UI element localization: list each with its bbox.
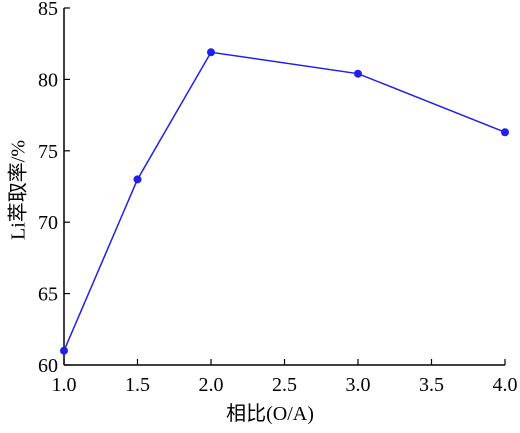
y-tick-label: 80 <box>38 69 58 91</box>
y-tick-label: 75 <box>38 141 58 163</box>
x-tick-label: 1.5 <box>125 374 150 396</box>
point <box>207 48 215 57</box>
y-tick-label: 60 <box>38 355 58 377</box>
x-tick-label: 3.0 <box>346 374 371 396</box>
x-tick-label: 2.5 <box>272 374 297 396</box>
point <box>60 346 68 355</box>
x-tick-label: 4.0 <box>493 374 518 396</box>
x-tick-label: 1.0 <box>52 374 77 396</box>
point <box>354 69 362 78</box>
x-tick-label: 3.5 <box>419 374 444 396</box>
y-tick-label: 65 <box>38 284 58 306</box>
y-tick-label: 85 <box>38 0 58 20</box>
y-axis-label: Li萃取率/% <box>7 140 30 240</box>
x-axis-label: 相比(O/A) <box>226 402 314 425</box>
line <box>63 51 506 352</box>
point <box>501 128 509 137</box>
x-tick-label: 2.0 <box>199 374 224 396</box>
y-tick-label: 70 <box>38 212 58 234</box>
point <box>133 175 142 184</box>
